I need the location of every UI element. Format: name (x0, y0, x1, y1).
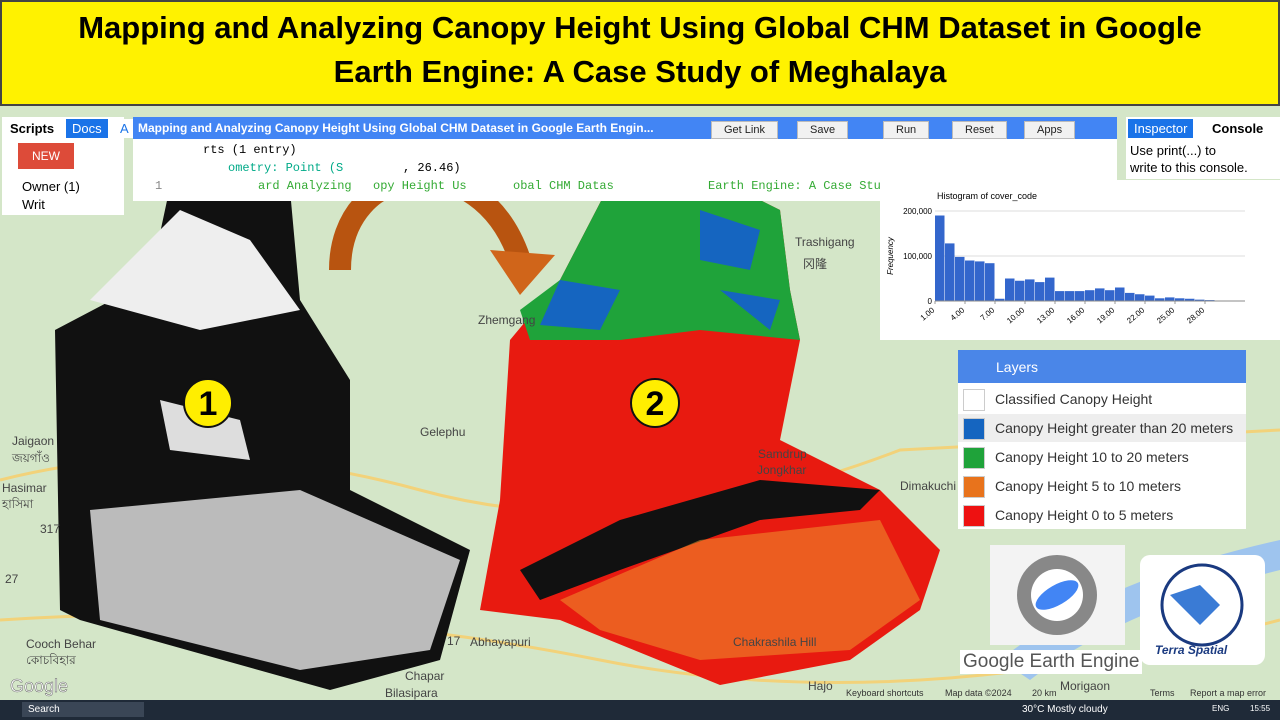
code: opy Height Us (373, 179, 467, 193)
code: , 26.46) (403, 161, 461, 175)
terra-text: Terra Spatial (1155, 643, 1228, 657)
marker-label: 1 (199, 385, 218, 423)
code: ometry: Point (S (228, 161, 344, 175)
place-label: কোচবিহার (26, 653, 76, 667)
layer-swatch (963, 389, 985, 411)
console-text: Use print(...) to (1130, 143, 1216, 158)
console-text: write to this console. (1130, 160, 1248, 175)
script-title: Mapping and Analyzing Canopy Height Usin… (138, 121, 654, 135)
banner: Mapping and Analyzing Canopy Height Usin… (0, 0, 1280, 106)
place-label: Jaigaon (12, 434, 54, 448)
map-footer: Keyboard shortcuts (846, 688, 924, 698)
tab[interactable]: Inspector (1128, 119, 1194, 138)
place-label: জয়গাঁও (11, 450, 50, 465)
place-label: 27 (5, 572, 19, 586)
gee-icon (1017, 555, 1097, 635)
tab[interactable]: Scripts (4, 119, 61, 138)
language: ENG (1212, 704, 1230, 713)
region-1-patch (90, 210, 300, 330)
tab[interactable]: A (114, 119, 135, 138)
search-box[interactable]: Search (22, 702, 144, 717)
editor-bar: Mapping and Analyzing Canopy Height Usin… (133, 117, 1117, 139)
code: Earth Engine: A Case Stu (708, 179, 881, 193)
layer-name: Classified Canopy Height (995, 391, 1153, 407)
layers-panel: Layers Classified Canopy Height Canopy He… (958, 350, 1246, 529)
gee-logo (990, 545, 1125, 645)
map-footer: Terms (1150, 688, 1175, 698)
layer-name: Canopy Height 10 to 20 meters (995, 449, 1189, 465)
tree-item[interactable]: Owner (1) (22, 179, 80, 194)
layer-swatch (963, 476, 985, 498)
place-label: Dimakuchi (900, 479, 956, 493)
place-label: 317 (40, 522, 60, 536)
place-label: Hasimar (2, 481, 47, 495)
layer-row[interactable]: Canopy Height greater than 20 meters (958, 414, 1246, 442)
taskbar: Search 30°C Mostly cloudy ENG 15:55 (0, 700, 1280, 720)
place-label: Zhemgang (478, 313, 535, 327)
layer-row[interactable]: Canopy Height 10 to 20 meters (958, 443, 1246, 471)
layers-header (958, 350, 1246, 383)
clock: 15:55 (1250, 704, 1271, 713)
arrow-head (490, 250, 555, 295)
scripts-panel: Scripts Docs A NEW Owner (1) Writ (2, 117, 135, 215)
tab[interactable]: Docs (66, 119, 108, 138)
layer-row[interactable]: Canopy Height 0 to 5 meters (958, 501, 1246, 529)
place-label: হাসিমা (1, 497, 34, 511)
layer-swatch (963, 447, 985, 469)
place-label: 17 (447, 634, 461, 648)
place-label: Bilasipara (385, 686, 438, 700)
layer-swatch (963, 418, 985, 440)
line-number: 1 (155, 179, 163, 193)
button[interactable]: Save (797, 121, 849, 139)
region-1-patch (90, 490, 460, 670)
place-label: Samdrup (758, 447, 807, 461)
new-button[interactable]: NEW (18, 143, 74, 169)
place-label: Jongkhar (757, 463, 806, 477)
layer-name: Canopy Height greater than 20 meters (995, 420, 1234, 436)
place-label: Trashigang (795, 235, 855, 249)
layer-row[interactable]: Classified Canopy Height (958, 385, 1246, 413)
region-2-tall (540, 210, 780, 330)
place-label: 冈隆 (803, 256, 827, 271)
histogram-panel (880, 180, 1280, 340)
button[interactable]: Run (883, 121, 930, 139)
terra-logo: Terra Spatial (1140, 555, 1265, 665)
place-label: Abhayapuri (470, 635, 531, 649)
marker-label: 2 (646, 385, 665, 423)
place-label: Cooch Behar (26, 637, 96, 651)
tree-item[interactable]: Writ (22, 197, 45, 212)
layer-name: Canopy Height 0 to 5 meters (995, 507, 1174, 523)
layers-title: Layers (996, 359, 1039, 375)
place-label: Chakrashila Hill (733, 635, 816, 649)
button[interactable]: Reset (952, 121, 1007, 139)
code: ard Analyzing (258, 179, 352, 193)
place-label: Gelephu (420, 425, 465, 439)
banner-title: Earth Engine: A Case Study of Meghalaya (333, 54, 947, 89)
map-footer: 20 km (1032, 688, 1057, 698)
gee-text: Google Earth Engine (960, 650, 1143, 674)
region-2-mixed (560, 520, 920, 660)
layer-name: Canopy Height 5 to 10 meters (995, 478, 1181, 494)
banner-title: Mapping and Analyzing Canopy Height Usin… (78, 10, 1202, 45)
terra-icon (1160, 563, 1244, 647)
console-panel: Inspector Console Use print(...) to writ… (1126, 117, 1280, 179)
map-footer: Report a map error (1190, 688, 1266, 698)
place-label: Chapar (405, 669, 444, 683)
marker-circle (630, 378, 680, 428)
layer-swatch (963, 505, 985, 527)
marker-circle (183, 378, 233, 428)
button[interactable]: Apps (1024, 121, 1076, 139)
code: obal CHM Datas (513, 179, 614, 193)
place-label: Morigaon (1060, 679, 1110, 693)
button[interactable]: Get Link (711, 121, 778, 139)
map-footer: Map data ©2024 (945, 688, 1012, 698)
region-1-patch (160, 400, 250, 460)
place-label: Hajo (808, 679, 833, 693)
google-logo: Google (10, 676, 68, 696)
code: rts (1 entry) (203, 143, 297, 157)
tab[interactable]: Console (1206, 119, 1270, 138)
weather: 30°C Mostly cloudy (1022, 704, 1108, 715)
layer-row[interactable]: Canopy Height 5 to 10 meters (958, 472, 1246, 500)
